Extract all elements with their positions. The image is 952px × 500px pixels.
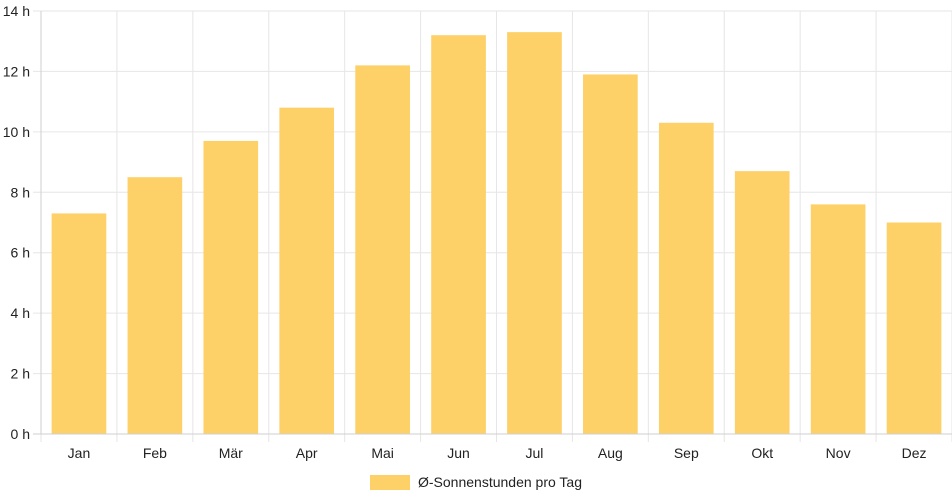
bar-dez[interactable] (886, 222, 942, 435)
y-tick-label: 0 h (11, 426, 30, 442)
x-tick-label: Jul (526, 445, 544, 461)
bar-nov[interactable] (810, 204, 866, 434)
grid-lines (33, 10, 952, 442)
legend-label[interactable]: Ø-Sonnenstunden pro Tag (418, 474, 582, 490)
x-tick-label: Dez (902, 445, 927, 461)
bar-jun[interactable] (431, 35, 486, 435)
bar-okt[interactable] (734, 171, 790, 434)
x-tick-label: Nov (826, 445, 851, 461)
bar-feb[interactable] (127, 177, 183, 434)
y-axis-tick-labels: 0 h 2 h 4 h 6 h 8 h 10 h 12 h 14 h (3, 3, 30, 442)
y-tick-label: 14 h (3, 3, 30, 19)
y-tick-label: 8 h (11, 184, 30, 200)
y-tick-label: 12 h (3, 63, 30, 79)
bar-jan[interactable] (51, 213, 107, 434)
x-tick-label: Jun (447, 445, 470, 461)
x-axis-tick-labels: Jan Feb Mär Apr Mai Jun Jul Aug Sep Okt Nov Dez (68, 445, 927, 461)
bar-aug[interactable] (583, 74, 638, 434)
x-tick-label: Aug (598, 445, 623, 461)
bars (51, 32, 942, 435)
y-tick-label: 4 h (11, 305, 30, 321)
y-tick-label: 10 h (3, 124, 30, 140)
x-tick-label: Sep (674, 445, 699, 461)
x-tick-label: Okt (751, 445, 773, 461)
x-tick-label: Jan (68, 445, 91, 461)
legend[interactable]: Ø-Sonnenstunden pro Tag (370, 474, 582, 490)
y-tick-label: 2 h (11, 366, 30, 382)
bar-jul[interactable] (507, 32, 562, 435)
bar-mär[interactable] (203, 140, 259, 434)
bar-sep[interactable] (658, 122, 714, 435)
legend-swatch[interactable] (370, 475, 410, 490)
x-tick-label: Mär (219, 445, 243, 461)
bar-mai[interactable] (355, 65, 410, 434)
x-tick-label: Apr (296, 445, 318, 461)
axes (33, 11, 952, 435)
x-tick-label: Mai (371, 445, 394, 461)
y-tick-label: 6 h (11, 245, 30, 261)
x-tick-label: Feb (143, 445, 167, 461)
bar-apr[interactable] (279, 107, 335, 434)
